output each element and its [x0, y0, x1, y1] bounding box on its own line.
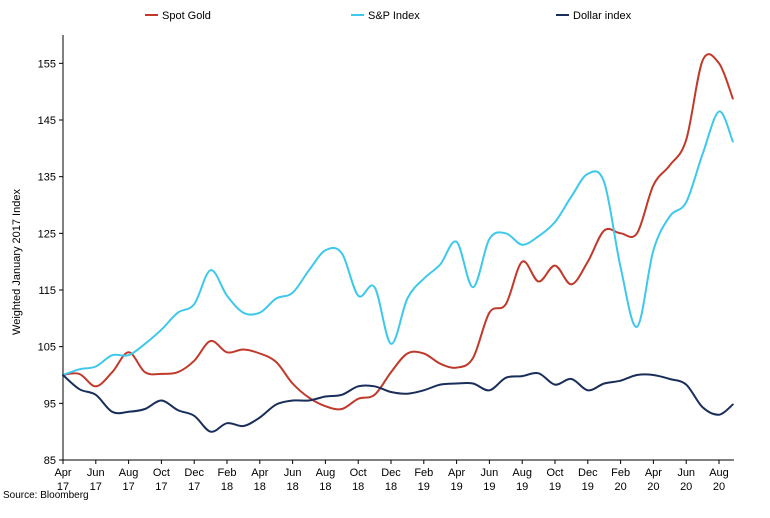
y-axis-ticks: 155 145 135 125 115 105 95 85 [38, 58, 63, 467]
x-tick-label: Apr 19 [448, 467, 465, 493]
x-tick-label: Dec 19 [578, 467, 598, 493]
legend-label-spot-gold: Spot Gold [162, 10, 211, 22]
x-tick-label: Apr 17 [54, 467, 71, 493]
legend: Spot Gold S&P Index Dollar index [145, 10, 632, 22]
x-tick-label: Apr 18 [251, 467, 268, 493]
x-tick-label: Aug 17 [119, 467, 139, 493]
legend-label-dollar-index: Dollar index [573, 10, 632, 22]
x-tick-label: Feb 18 [218, 467, 237, 493]
x-tick-label: Jun 20 [677, 467, 695, 493]
y-tick-label: 145 [38, 115, 56, 127]
x-tick-label: Aug 19 [512, 467, 532, 493]
y-tick-label: 85 [44, 455, 56, 467]
y-tick-label: 135 [38, 172, 56, 184]
x-tick-label: Jun 18 [284, 467, 302, 493]
series-line-s-p-index [62, 110, 734, 376]
series-layer [62, 53, 734, 433]
y-tick-label: 105 [38, 342, 56, 354]
series-line-spot-gold [62, 53, 734, 411]
x-tick-label: Feb 19 [414, 467, 433, 493]
x-axis-ticks: Apr 17 Jun 17 Aug 17 Oct 17 Dec 17 Feb 18 Apr 18 Jun 18… [54, 460, 729, 493]
x-tick-label: Feb 20 [611, 467, 630, 493]
x-tick-label: Aug 20 [709, 467, 729, 493]
x-tick-label: Dec 18 [381, 467, 401, 493]
legend-label-s-p-index: S&P Index [368, 10, 420, 22]
x-tick-label: Oct 17 [153, 467, 170, 493]
x-tick-label: Oct 19 [546, 467, 563, 493]
x-tick-label: Jun 17 [87, 467, 105, 493]
source-note: Source: Bloomberg [3, 490, 89, 501]
x-tick-label: Dec 17 [184, 467, 204, 493]
y-tick-label: 115 [38, 285, 56, 297]
x-tick-label: Oct 18 [350, 467, 367, 493]
y-tick-label: 155 [38, 58, 56, 70]
x-tick-label: Jun 19 [481, 467, 499, 493]
x-tick-label: Aug 18 [316, 467, 336, 493]
x-tick-label: Apr 20 [645, 467, 662, 493]
series-line-dollar-index [62, 371, 734, 433]
y-axis-title: Weighted January 2017 Index [11, 189, 23, 335]
y-tick-label: 95 [44, 398, 56, 410]
y-tick-label: 125 [38, 228, 56, 240]
